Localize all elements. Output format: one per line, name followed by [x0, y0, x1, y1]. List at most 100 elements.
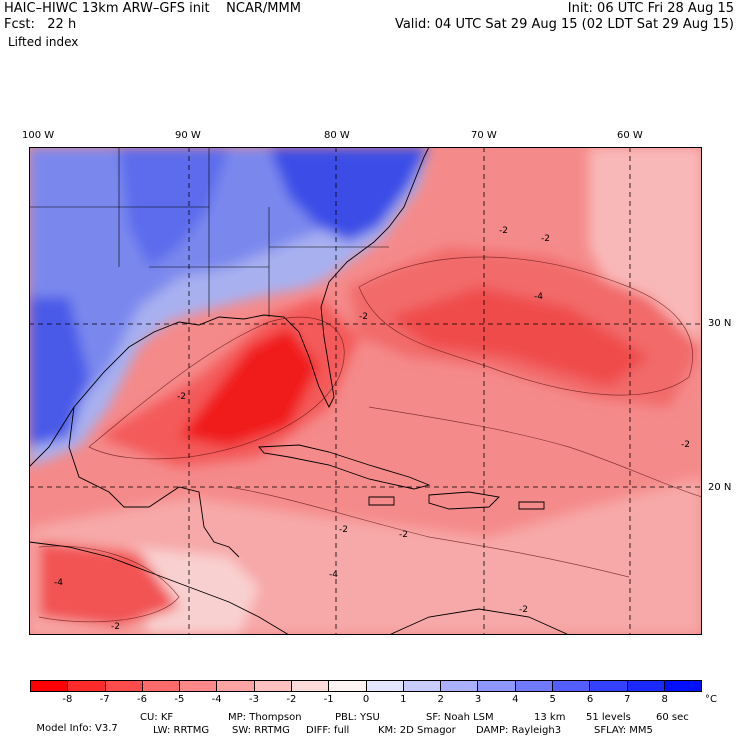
colorbar-swatch: [105, 681, 143, 691]
contour-label: -2: [177, 392, 186, 402]
pbl-scheme: PBL: YSU: [335, 712, 380, 723]
lat-label-30n: 30 N: [708, 318, 732, 329]
colorbar-unit: °C: [705, 694, 717, 705]
puerto-rico-outline: [518, 501, 545, 510]
carolinas-stable: [269, 147, 429, 242]
contour-label: -2: [541, 234, 550, 244]
colorbar-tick-label: 3: [474, 694, 482, 705]
colorbar-tick-label: 2: [437, 694, 444, 705]
map-border: [29, 147, 702, 635]
resolution: 13 km: [534, 712, 566, 723]
timestep: 60 sec: [656, 712, 689, 723]
weak-instability-east: [589, 147, 702, 357]
contour-label: -4: [54, 578, 63, 588]
contour-line: [38, 545, 180, 623]
lifted-index-map: -2 -4 -2 -2 -2 -4 -2 -2 -2 -4 -2 -2: [29, 147, 702, 635]
colorbar-swatch: [254, 681, 292, 691]
colorbar-swatch: [31, 681, 69, 691]
cuba-outline: [258, 444, 431, 490]
colorbar-swatch: [142, 681, 181, 691]
levels: 51 levels: [586, 712, 631, 723]
lon-label-80w: 80 W: [324, 130, 350, 141]
contour-line: [88, 316, 345, 460]
colorbar-tick-label: -5: [174, 694, 185, 705]
colorbar: [30, 680, 702, 692]
colorbar-swatch: [403, 681, 442, 691]
colorbar-swatch: [664, 681, 702, 691]
sw-scheme: SW: RRTMG: [232, 725, 290, 736]
contour-line: [228, 486, 630, 578]
lon-label-60w: 60 W: [617, 130, 643, 141]
valid-time: Valid: 04 UTC Sat 29 Aug 15 (02 LDT Sat …: [394, 17, 734, 32]
sf-scheme: SF: Noah LSM: [426, 712, 494, 723]
contour-label: -2: [339, 525, 348, 535]
km-scheme: KM: 2D Smagor: [378, 725, 456, 736]
contour-label: -2: [519, 605, 528, 615]
footer-line-1: Model Info: V3.7: [30, 712, 118, 734]
lat-label-20n: 20 N: [708, 482, 732, 493]
contour-line: [358, 256, 693, 396]
south-america-coast: [388, 608, 570, 635]
diff-scheme: DIFF: full: [306, 725, 350, 736]
jamaica-outline: [368, 496, 395, 506]
lw-scheme: LW: RRTMG: [153, 725, 210, 736]
lon-label-90w: 90 W: [175, 130, 201, 141]
lon-label-70w: 70 W: [471, 130, 497, 141]
colorbar-swatch: [515, 681, 553, 691]
colorbar-tick-label: 5: [549, 694, 556, 705]
colorbar-tick-label: -7: [99, 694, 110, 705]
colorbar-swatch: [366, 681, 404, 691]
colorbar-swatch: [68, 681, 106, 691]
colorbar-swatch: [552, 681, 591, 691]
contour-line: [368, 406, 702, 498]
colorbar-tick-label: 6: [586, 694, 594, 705]
contour-label: -2: [499, 226, 508, 236]
gulf-instability-core: [179, 327, 319, 447]
us-state-lines: [29, 147, 389, 317]
colorbar-swatch: [627, 681, 665, 691]
colorbar-swatch: [441, 681, 479, 691]
contour-label: -2: [399, 530, 408, 540]
colorbar-tick-label: -3: [249, 694, 259, 705]
damp-scheme: DAMP: Rayleigh3: [476, 725, 562, 736]
forecast-hour: Fcst: 22 h: [4, 18, 76, 32]
colorbar-tick-label: 0: [362, 694, 370, 705]
colorbar-swatch: [180, 681, 218, 691]
mexico-coast: [68, 406, 240, 558]
colorbar-swatch: [478, 681, 516, 691]
mp-scheme: MP: Thompson: [228, 712, 302, 723]
caribbean-band: [39, 542, 179, 627]
colorbar-tick-label: 8: [661, 694, 668, 705]
contour-label: -2: [111, 622, 120, 632]
central-america-coast: [29, 541, 290, 635]
lon-label-100w: 100 W: [22, 130, 55, 141]
colorbar-swatch: [291, 681, 330, 691]
colorbar-swatch: [217, 681, 255, 691]
contour-label: -4: [329, 570, 338, 580]
colorbar-tick-label: -4: [211, 694, 222, 705]
cu-scheme: CU: KF: [140, 712, 174, 723]
contour-label: -2: [359, 312, 368, 322]
colorbar-tick-label: -1: [323, 694, 334, 705]
contour-label: -4: [534, 292, 543, 302]
colorbar-tick-label: -8: [62, 694, 73, 705]
colorbar-tick-label: 7: [624, 694, 631, 705]
model-version: Model Info: V3.7: [36, 723, 118, 734]
model-title: HAIC–HIWC 13km ARW–GFS init NCAR/MMM: [4, 1, 301, 16]
colorbar-tick-label: -2: [286, 694, 297, 705]
colorbar-tick-label: 4: [512, 694, 519, 705]
colorbar-tick-label: 1: [400, 694, 407, 705]
fcst-value: 22 h: [47, 17, 77, 32]
contour-label: -2: [681, 440, 690, 450]
fcst-label: Fcst:: [4, 17, 35, 32]
central-america-weak: [129, 547, 259, 635]
colorbar-tick-label: -6: [137, 694, 147, 705]
atlantic-band-inner: [389, 287, 649, 387]
init-time: Init: 06 UTC Fri 28 Aug 15: [567, 1, 734, 16]
colorbar-swatch: [329, 681, 367, 691]
field-name: Lifted index: [8, 35, 79, 49]
hispaniola-outline: [428, 491, 500, 510]
sflay-scheme: SFLAY: MM5: [594, 725, 653, 736]
us-gulf-coast: [29, 147, 430, 468]
colorbar-swatch: [590, 681, 628, 691]
